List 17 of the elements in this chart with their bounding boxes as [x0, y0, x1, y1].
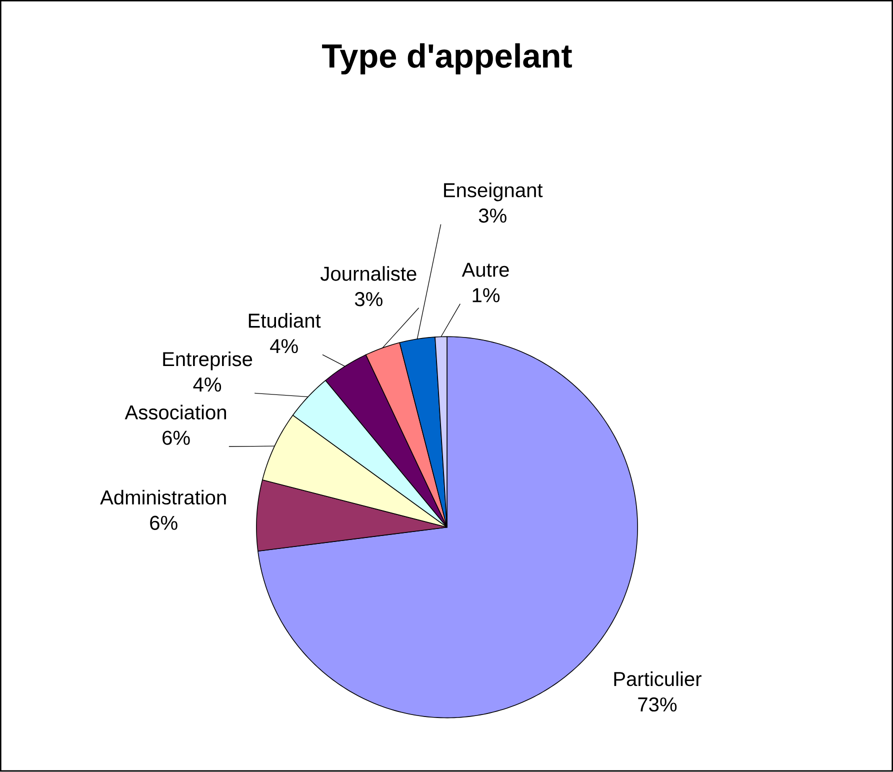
slice-label: Etudiant [248, 313, 321, 328]
data-label: 6% [150, 516, 178, 530]
data-label: 73% [638, 698, 677, 712]
data-label: 3% [354, 292, 382, 306]
slice-label: Association [124, 404, 226, 420]
slice-label: Particulier [614, 672, 702, 686]
slice-label: Entreprise [163, 352, 252, 370]
data-label: 4% [270, 339, 298, 354]
slice-label: Enseignant [444, 182, 543, 202]
data-label: 1% [472, 288, 500, 302]
data-label: 3% [478, 208, 506, 223]
data-label: 4% [193, 378, 222, 392]
chart-title: Type d'appelant [322, 43, 572, 75]
slice-label: Autre [462, 263, 509, 278]
slice-label: Journaliste [320, 266, 416, 282]
slice-label: Administration [100, 490, 226, 505]
data-label: 6% [162, 430, 190, 446]
